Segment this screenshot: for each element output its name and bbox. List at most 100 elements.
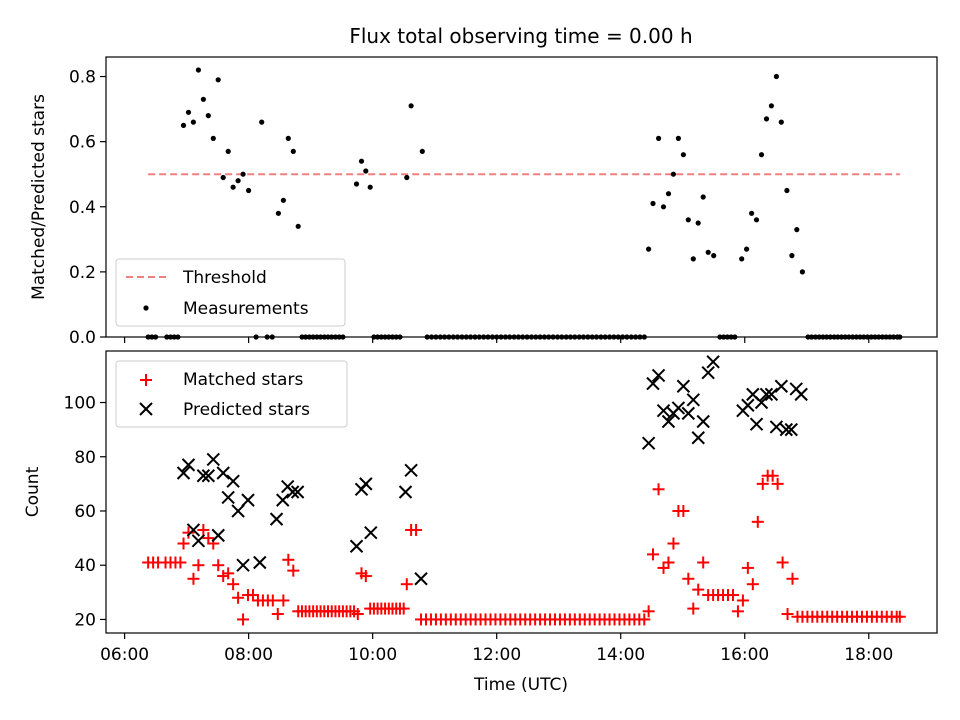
matched-stars-point bbox=[893, 610, 906, 623]
matched-stars-point bbox=[351, 608, 364, 621]
top-legend: Threshold Measurements bbox=[115, 258, 346, 327]
measurement-point bbox=[789, 253, 795, 259]
top-panel: 0.00.20.40.60.8 Matched/Predicted stars … bbox=[29, 56, 938, 348]
predicted-legend-marker bbox=[139, 402, 153, 416]
bottom-plot-area bbox=[142, 355, 906, 626]
chart-title: Flux total observing time = 0.00 h bbox=[349, 24, 692, 48]
measurement-point bbox=[210, 135, 216, 141]
matched-stars-point bbox=[697, 556, 710, 569]
measurement-point bbox=[230, 184, 236, 190]
measurement-point bbox=[180, 122, 187, 128]
predicted-stars-point bbox=[364, 525, 378, 540]
bottom-y-ticks: 20 40 60 80 100 bbox=[64, 394, 106, 630]
matched-stars-point bbox=[271, 608, 284, 621]
matched-stars-point bbox=[397, 602, 410, 615]
measurement-point bbox=[695, 220, 701, 226]
matched-stars-point bbox=[662, 556, 675, 569]
predicted-stars-point bbox=[176, 466, 191, 480]
matched-stars-point bbox=[667, 537, 680, 550]
measurement-point bbox=[367, 184, 373, 190]
matched-stars-point bbox=[692, 583, 705, 596]
measurement-point bbox=[665, 191, 672, 197]
predicted-stars-point bbox=[641, 436, 656, 450]
measurement-point bbox=[259, 119, 265, 125]
predicted-stars-point bbox=[206, 452, 220, 467]
measurement-point bbox=[670, 171, 677, 177]
measurement-point bbox=[685, 217, 691, 223]
measurement-point bbox=[290, 148, 296, 154]
predicted-stars-point bbox=[181, 458, 196, 472]
threshold-legend-label: Threshold bbox=[182, 268, 267, 288]
measurement-point bbox=[784, 187, 790, 194]
measurement-point bbox=[768, 103, 775, 109]
measurement-point bbox=[358, 158, 365, 164]
bottom-y-tick-label: 20 bbox=[74, 610, 96, 630]
predicted-stars-point bbox=[681, 406, 696, 421]
matched-stars-point bbox=[642, 605, 655, 618]
predicted-stars-point bbox=[290, 485, 305, 499]
measurement-point bbox=[744, 246, 750, 252]
matched-stars-point bbox=[192, 559, 205, 572]
predicted-stars-point bbox=[285, 485, 300, 499]
predicted-stars-point bbox=[253, 555, 267, 570]
matched-stars-point bbox=[638, 613, 651, 626]
top-y-axis-label: Matched/Predicted stars bbox=[29, 94, 49, 300]
matched-stars-point bbox=[212, 559, 225, 572]
matched-stars-point bbox=[756, 477, 769, 490]
bottom-x-tick-label: 12:00 bbox=[472, 645, 521, 665]
matched-stars-point bbox=[776, 556, 789, 569]
top-legend-frame bbox=[115, 258, 346, 327]
predicted-stars-point bbox=[794, 387, 808, 402]
matched-stars-point bbox=[746, 578, 759, 591]
bottom-y-axis-label: Count bbox=[23, 466, 43, 517]
bottom-x-tick-label: 06:00 bbox=[100, 645, 149, 665]
measurements-legend-marker bbox=[143, 305, 149, 311]
matched-stars-point bbox=[687, 602, 700, 615]
predicted-stars-point bbox=[231, 504, 245, 518]
matched-stars-point bbox=[646, 548, 659, 561]
matched-stars-point bbox=[682, 572, 695, 585]
predicted-stars-point bbox=[691, 431, 705, 445]
predicted-stars-point bbox=[686, 393, 700, 407]
measurement-point bbox=[190, 119, 196, 125]
matched-stars-point bbox=[287, 564, 300, 577]
measurement-point bbox=[285, 135, 291, 141]
measurement-point bbox=[220, 174, 226, 181]
bottom-x-tick-label: 14:00 bbox=[596, 645, 645, 665]
measurement-point bbox=[660, 204, 667, 210]
bottom-y-tick-label: 100 bbox=[64, 394, 96, 414]
bottom-x-tick-label: 16:00 bbox=[720, 645, 769, 665]
matched-stars-point bbox=[237, 613, 250, 626]
measurement-point bbox=[246, 187, 252, 194]
predicted-stars-point bbox=[769, 420, 784, 434]
matched-legend-marker bbox=[140, 374, 152, 386]
measurement-point bbox=[758, 152, 765, 158]
measurement-point bbox=[295, 223, 301, 229]
predicted-stars-point bbox=[211, 528, 225, 543]
predicted-stars-point bbox=[269, 512, 284, 526]
bottom-x-tick-label: 10:00 bbox=[348, 645, 397, 665]
matched-stars-point bbox=[677, 504, 690, 517]
predicted-stars-point bbox=[676, 379, 691, 393]
measurement-point bbox=[656, 135, 662, 141]
measurement-point bbox=[363, 168, 369, 174]
predicted-stars-point bbox=[779, 422, 794, 437]
measurement-point bbox=[419, 148, 425, 154]
predicted-stars-point bbox=[201, 469, 216, 483]
predicted-stars-point bbox=[191, 534, 206, 548]
bottom-x-tick-label: 08:00 bbox=[224, 645, 273, 665]
measurement-point bbox=[235, 178, 241, 184]
matched-stars-point bbox=[187, 572, 200, 585]
top-y-tick-label: 0.2 bbox=[69, 263, 96, 283]
predicted-stars-point bbox=[754, 395, 769, 410]
bottom-x-ticks: 06:00 08:00 10:00 12:00 14:00 16:00 18:00 bbox=[100, 633, 893, 665]
predicted-stars-point bbox=[221, 490, 235, 505]
top-y-tick-label: 0.6 bbox=[69, 133, 96, 153]
predicted-stars-point bbox=[186, 523, 201, 537]
measurement-point bbox=[650, 200, 656, 207]
predicted-stars-point bbox=[398, 485, 413, 499]
measurement-point bbox=[700, 194, 706, 200]
matched-stars-point bbox=[232, 591, 245, 604]
matched-stars-point bbox=[781, 608, 794, 621]
measurement-point bbox=[680, 152, 687, 158]
